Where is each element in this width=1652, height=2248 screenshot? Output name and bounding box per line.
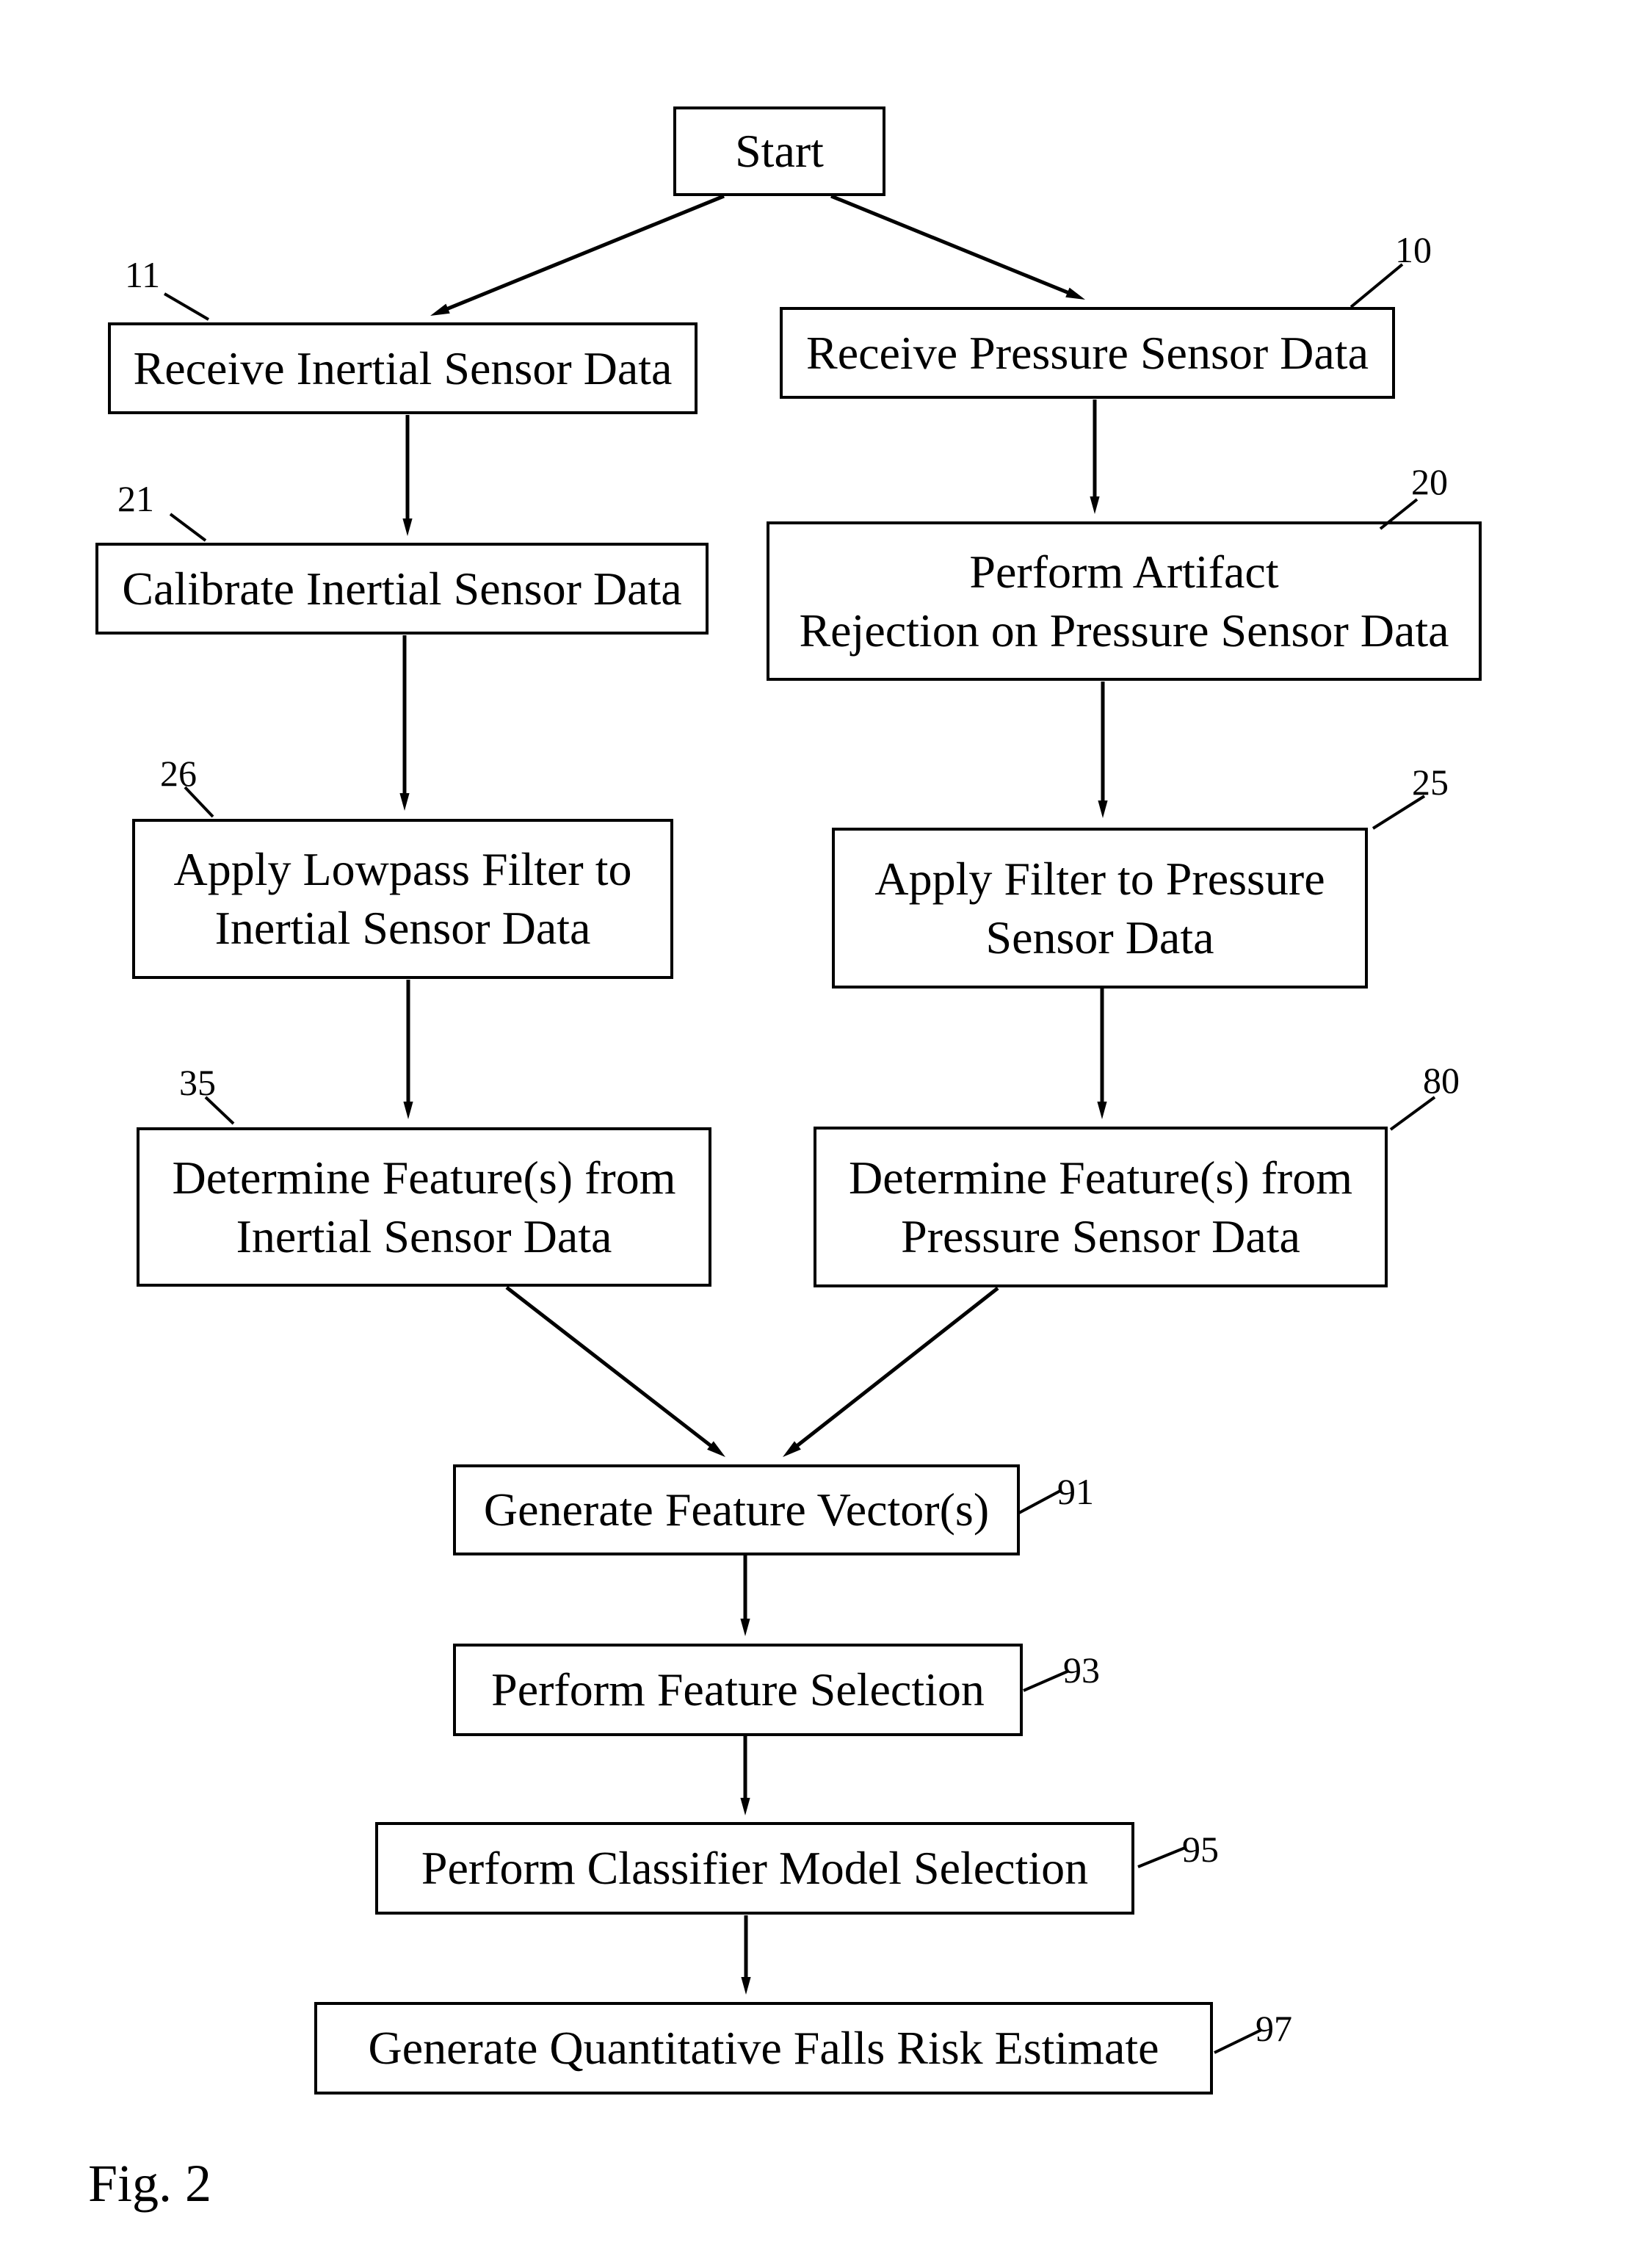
node-calibrate-inertial: Calibrate Inertial Sensor Data [95, 543, 709, 635]
node-artifact-rejection: Perform ArtifactRejection on Pressure Se… [767, 521, 1482, 681]
node-feature-selection-text: Perform Feature Selection [491, 1660, 985, 1719]
node-start-text: Start [735, 122, 824, 181]
node-lowpass-filter-text: Apply Lowpass Filter toInertial Sensor D… [174, 840, 632, 958]
ref-93: 93 [1063, 1649, 1100, 1691]
node-filter-pressure-text: Apply Filter to PressureSensor Data [874, 850, 1325, 967]
ref-80: 80 [1423, 1059, 1460, 1102]
node-filter-pressure: Apply Filter to PressureSensor Data [832, 828, 1368, 989]
ref-20: 20 [1411, 460, 1448, 503]
node-feature-pressure-text: Determine Feature(s) fromPressure Sensor… [849, 1149, 1352, 1266]
node-receive-pressure: Receive Pressure Sensor Data [780, 307, 1395, 399]
node-feature-pressure: Determine Feature(s) fromPressure Sensor… [814, 1127, 1388, 1287]
node-artifact-rejection-text: Perform ArtifactRejection on Pressure Se… [799, 543, 1449, 660]
node-lowpass-filter: Apply Lowpass Filter toInertial Sensor D… [132, 819, 673, 979]
node-feature-inertial: Determine Feature(s) fromInertial Sensor… [137, 1127, 711, 1287]
node-feature-selection: Perform Feature Selection [453, 1644, 1023, 1736]
ref-26: 26 [160, 752, 197, 795]
node-feature-vector: Generate Feature Vector(s) [453, 1464, 1020, 1555]
node-feature-vector-text: Generate Feature Vector(s) [484, 1481, 989, 1539]
figure-label: Fig. 2 [88, 2153, 211, 2214]
ref-10: 10 [1395, 228, 1432, 271]
ref-35: 35 [179, 1061, 216, 1104]
node-calibrate-inertial-text: Calibrate Inertial Sensor Data [122, 560, 681, 618]
node-classifier-model: Perform Classifier Model Selection [375, 1822, 1134, 1915]
ref-95: 95 [1182, 1828, 1219, 1871]
ref-91: 91 [1057, 1470, 1094, 1513]
ref-21: 21 [117, 477, 154, 520]
ref-11: 11 [125, 253, 160, 296]
node-start: Start [673, 106, 885, 196]
ref-25: 25 [1412, 761, 1449, 803]
ref-97: 97 [1256, 2007, 1292, 2050]
node-classifier-model-text: Perform Classifier Model Selection [421, 1839, 1088, 1898]
node-receive-inertial-text: Receive Inertial Sensor Data [134, 339, 673, 398]
node-receive-pressure-text: Receive Pressure Sensor Data [806, 324, 1369, 383]
node-falls-risk-estimate: Generate Quantitative Falls Risk Estimat… [314, 2002, 1213, 2095]
node-falls-risk-estimate-text: Generate Quantitative Falls Risk Estimat… [368, 2019, 1159, 2078]
node-receive-inertial: Receive Inertial Sensor Data [108, 322, 698, 414]
node-feature-inertial-text: Determine Feature(s) fromInertial Sensor… [173, 1149, 676, 1266]
